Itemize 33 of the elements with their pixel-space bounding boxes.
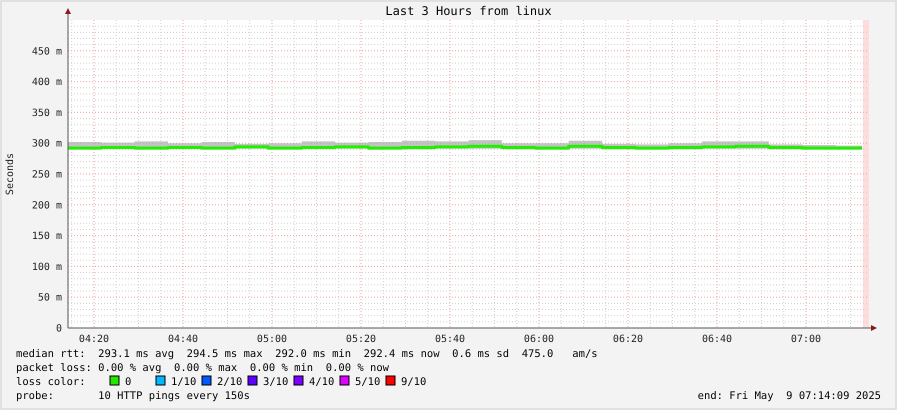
x-tick-label: 06:40 xyxy=(702,334,732,345)
y-tick-label: 0 xyxy=(56,324,62,334)
x-tick-label: 04:20 xyxy=(78,334,110,345)
text: 3/10 xyxy=(263,376,288,388)
x-tick-label: 05:40 xyxy=(434,334,466,345)
y-tick-label: 350 m xyxy=(32,108,62,119)
y-tick-label: 400 m xyxy=(32,77,62,88)
y-tick-label: 100 m xyxy=(32,262,62,273)
x-tick-label: 04:40 xyxy=(168,334,198,345)
text: 1/10 xyxy=(171,376,196,388)
y-axis-title: Seconds xyxy=(5,152,16,196)
text: probe: 10 HTTP pings every 150s xyxy=(16,390,250,402)
y-tick-label: 450 m xyxy=(32,46,62,58)
x-tick-label: 05:00 xyxy=(256,334,288,345)
y-tick-label: 150 m xyxy=(32,231,62,242)
y-tick-label: 300 m xyxy=(32,138,62,150)
text: median rtt: 293.1 ms avg 294.5 ms max 292.0 ms min 292.4 ms now 0.6 ms sd 475.0 am/s xyxy=(16,348,598,360)
text: 0 xyxy=(125,376,132,388)
x-tick-label: 06:00 xyxy=(524,334,554,345)
text: packet loss: 0.00 % avg 0.00 % max 0.00 % min 0.00 % now xyxy=(16,362,390,374)
y-tick-label: 50 m xyxy=(38,292,62,304)
x-tick-label: 07:00 xyxy=(790,334,822,345)
chart-title: Last 3 Hours from linux xyxy=(385,4,552,18)
text: 2/10 xyxy=(217,376,242,388)
text: 9/10 xyxy=(401,376,426,388)
text: end: Fri May 9 07:14:09 2025 xyxy=(698,390,881,402)
text: 5/10 xyxy=(355,376,380,388)
y-tick-label: 250 m xyxy=(32,170,62,180)
y-tick-label: 200 m xyxy=(32,200,62,212)
x-tick-label: 05:20 xyxy=(346,334,376,345)
x-tick-label: 06:20 xyxy=(612,334,644,345)
text: 4/10 xyxy=(309,376,334,388)
text: loss color: xyxy=(16,376,86,388)
